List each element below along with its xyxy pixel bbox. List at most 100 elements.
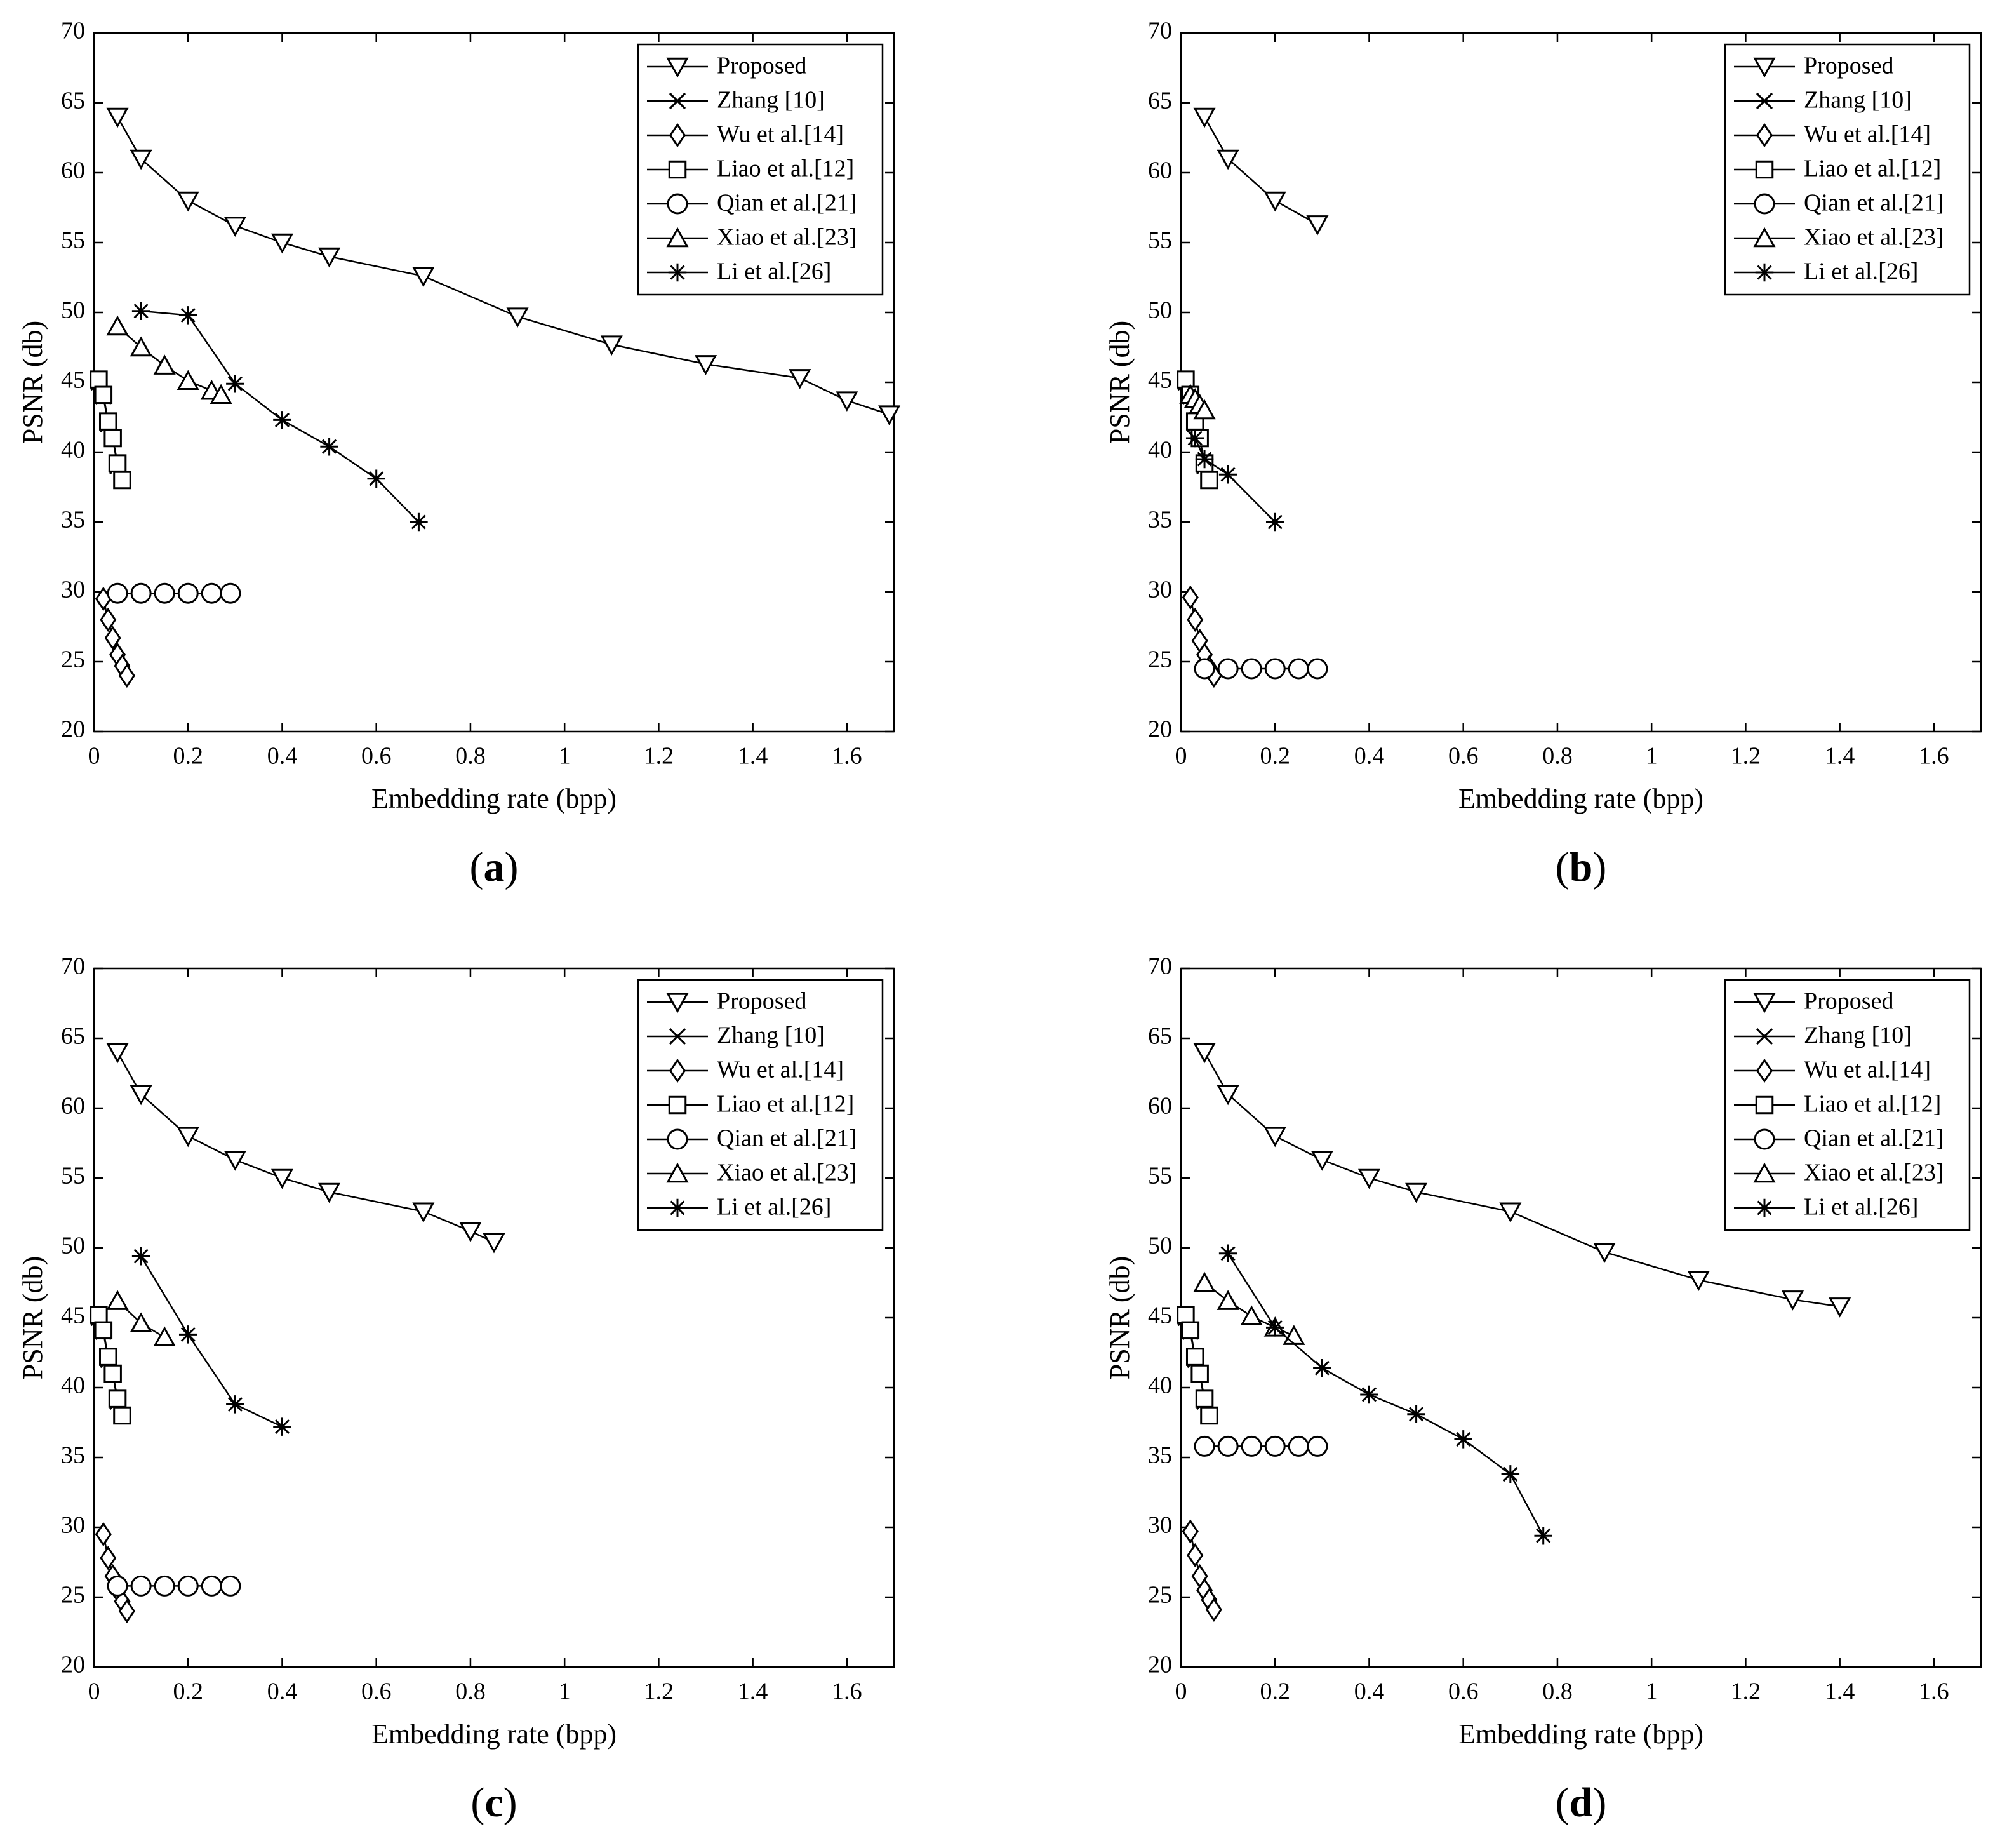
data-point <box>600 335 623 356</box>
legend-marker <box>666 1162 689 1183</box>
data-point <box>130 1312 152 1333</box>
data-point <box>154 1575 175 1597</box>
data-point <box>1217 1085 1239 1106</box>
x-tick-label: 1.2 <box>644 743 674 770</box>
series-6 <box>131 1247 291 1436</box>
legend-label: Wu et al.[14] <box>1804 1057 1931 1083</box>
data-point <box>131 302 150 321</box>
series-5 <box>106 1290 176 1347</box>
data-point <box>1241 1435 1262 1457</box>
x-tick-label: 1.6 <box>1919 743 1949 770</box>
data-point <box>270 233 294 254</box>
data-point <box>153 354 176 375</box>
y-tick-label: 50 <box>1148 1233 1172 1259</box>
y-tick-label: 55 <box>61 227 85 254</box>
panel-caption: (c) <box>470 1779 517 1826</box>
legend-label: Zhang [10] <box>1804 1022 1912 1049</box>
legend-label: Xiao et al.[23] <box>717 1160 857 1186</box>
legend-marker <box>666 57 689 78</box>
data-point <box>1193 399 1216 420</box>
data-point <box>106 1043 129 1064</box>
data-point <box>1357 1168 1381 1189</box>
chart-panel-b: 0 0.2 0.4 0.6 0.8 1 1.2 1.4 1.6 20 25 30 35 40 45 50 55 6… <box>1104 18 1982 890</box>
legend-marker <box>1753 1162 1776 1183</box>
data-point <box>1360 1385 1378 1404</box>
legend-item: Xiao et al.[23] <box>1734 224 1944 251</box>
legend-marker <box>668 160 687 179</box>
legend-label: Liao et al.[12] <box>717 1091 854 1118</box>
data-point <box>694 355 717 375</box>
x-tick-label: 1.4 <box>738 743 768 770</box>
y-tick-label: 60 <box>1148 1093 1172 1120</box>
y-tick-label: 25 <box>61 646 85 673</box>
data-point <box>1177 370 1195 389</box>
legend-label: Li et al.[26] <box>1804 258 1918 285</box>
y-tick-label: 45 <box>1148 1302 1172 1329</box>
data-point <box>1829 1297 1851 1318</box>
data-point <box>270 1168 294 1189</box>
legend-marker <box>1755 160 1774 179</box>
caption-close: ) <box>1592 844 1606 890</box>
data-point <box>1217 149 1239 170</box>
caption-letter: b <box>1570 844 1593 890</box>
legend-marker <box>666 993 689 1014</box>
x-tick-label: 0.2 <box>173 1678 203 1705</box>
data-point <box>273 411 291 429</box>
caption-close: ) <box>505 844 519 890</box>
data-point <box>106 107 129 128</box>
y-tick-label: 50 <box>61 1233 85 1259</box>
x-axis-title: Embedding rate (bpp) <box>371 1718 617 1750</box>
series-0 <box>1193 107 1329 236</box>
y-tick-label: 30 <box>61 577 85 603</box>
y-tick-label: 70 <box>1148 953 1172 980</box>
data-point <box>153 1326 176 1347</box>
legend-marker <box>667 193 688 215</box>
legend-label: Qian et al.[21] <box>717 190 857 217</box>
data-point <box>320 437 338 456</box>
y-tick-label: 35 <box>1148 1442 1172 1469</box>
legend-item: Zhang [10] <box>1734 87 1912 114</box>
y-tick-label: 20 <box>1148 716 1172 743</box>
x-tick-label: 0 <box>88 1678 100 1705</box>
data-point <box>1217 1435 1239 1457</box>
legend-label: Qian et al.[21] <box>1804 190 1944 217</box>
legend: Proposed Zhang [10] Wu et al.[14] Liao et a… <box>637 979 884 1231</box>
legend-marker <box>1756 123 1773 148</box>
y-tick-label: 35 <box>61 507 85 533</box>
data-point <box>201 1575 222 1597</box>
data-point <box>1501 1465 1520 1483</box>
legend-item: Qian et al.[21] <box>1734 1125 1944 1152</box>
legend-label: Wu et al.[14] <box>1804 121 1931 148</box>
y-tick-label: 25 <box>1148 646 1172 673</box>
data-point <box>1200 1406 1218 1425</box>
x-tick-label: 1.2 <box>1731 1678 1761 1705</box>
series-line <box>1194 438 1276 523</box>
data-point <box>1781 1290 1804 1311</box>
legend-label: Liao et al.[12] <box>717 156 854 182</box>
y-tick-label: 70 <box>61 953 85 980</box>
legend-marker <box>669 123 686 148</box>
data-point <box>789 369 811 389</box>
caption-open: ( <box>1556 1779 1570 1826</box>
data-point <box>108 454 127 472</box>
y-tick-label: 55 <box>61 1163 85 1189</box>
data-point <box>1218 1244 1237 1263</box>
data-point <box>223 217 246 237</box>
data-point <box>1200 471 1218 490</box>
data-point <box>90 370 108 389</box>
x-tick-label: 0.8 <box>1542 743 1573 770</box>
data-point <box>1194 1435 1215 1457</box>
data-point <box>94 1321 113 1340</box>
y-tick-label: 25 <box>1148 1582 1172 1609</box>
x-tick-label: 0 <box>1175 743 1187 770</box>
data-point <box>130 1085 152 1106</box>
legend-label: Wu et al.[14] <box>717 1057 844 1083</box>
panel-caption: (d) <box>1556 1779 1607 1826</box>
data-point <box>201 582 222 604</box>
data-point <box>318 1182 341 1203</box>
data-point <box>1265 512 1284 532</box>
data-point <box>220 1575 241 1597</box>
legend-label: Qian et al.[21] <box>1804 1125 1944 1152</box>
data-point <box>1194 658 1215 680</box>
series-0 <box>106 1043 505 1254</box>
